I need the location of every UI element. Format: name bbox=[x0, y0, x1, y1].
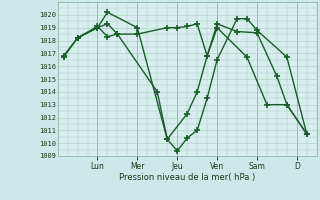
X-axis label: Pression niveau de la mer( hPa ): Pression niveau de la mer( hPa ) bbox=[119, 173, 255, 182]
